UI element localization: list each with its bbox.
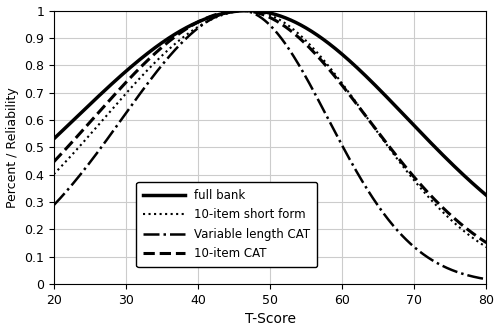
- Variable length CAT: [248, 10, 254, 14]
- 10-item short form: [484, 245, 490, 249]
- full bank: [484, 193, 490, 197]
- 10-item short form: [248, 9, 254, 13]
- 10-item short form: [340, 83, 346, 87]
- 10-item short form: [128, 87, 134, 91]
- 10-item CAT: [162, 42, 168, 46]
- full bank: [340, 53, 346, 57]
- Line: Variable length CAT: Variable length CAT: [54, 11, 486, 279]
- 10-item CAT: [378, 133, 384, 137]
- 10-item CAT: [484, 241, 490, 245]
- 10-item CAT: [306, 46, 312, 50]
- Line: 10-item CAT: 10-item CAT: [54, 11, 486, 243]
- 10-item CAT: [51, 160, 57, 164]
- 10-item short form: [378, 134, 384, 138]
- 10-item short form: [162, 51, 168, 55]
- 10-item short form: [51, 172, 57, 176]
- Variable length CAT: [340, 146, 346, 150]
- Variable length CAT: [238, 9, 244, 13]
- full bank: [246, 9, 252, 13]
- full bank: [306, 28, 312, 32]
- 10-item short form: [246, 9, 252, 13]
- X-axis label: T-Score: T-Score: [244, 312, 296, 326]
- Variable length CAT: [484, 277, 490, 281]
- 10-item CAT: [238, 9, 244, 13]
- Legend: full bank, 10-item short form, Variable length CAT, 10-item CAT: full bank, 10-item short form, Variable …: [136, 182, 318, 267]
- Variable length CAT: [378, 207, 384, 211]
- 10-item CAT: [248, 9, 254, 13]
- Variable length CAT: [51, 203, 57, 207]
- 10-item CAT: [128, 76, 134, 80]
- Line: 10-item short form: 10-item short form: [54, 11, 486, 247]
- full bank: [128, 65, 134, 69]
- Variable length CAT: [306, 82, 312, 86]
- full bank: [162, 39, 168, 42]
- full bank: [248, 9, 254, 13]
- Variable length CAT: [128, 105, 134, 109]
- 10-item short form: [306, 42, 312, 46]
- 10-item CAT: [340, 85, 346, 89]
- Variable length CAT: [162, 59, 168, 63]
- Y-axis label: Percent / Reliability: Percent / Reliability: [6, 87, 18, 208]
- full bank: [378, 88, 384, 92]
- full bank: [51, 137, 57, 141]
- Line: full bank: full bank: [54, 11, 486, 195]
